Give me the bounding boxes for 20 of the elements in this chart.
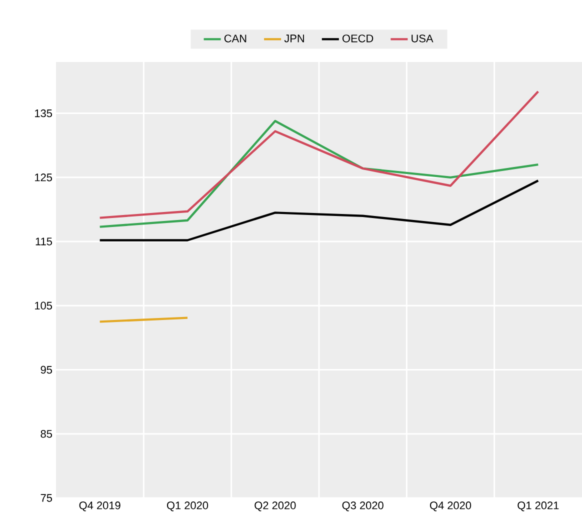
x-tick-label: Q4 2020 [430,502,472,512]
legend-label: JPN [284,34,304,42]
y-tick-label: 115 [36,238,52,246]
line-series [98,180,540,242]
legend-label: USA [412,34,434,42]
line-series [98,90,540,219]
y-tick-label: 95 [40,366,52,374]
x-tick-label: Q2 2020 [254,502,296,512]
y-tick-label: 105 [35,302,52,310]
x-tick-label: Q1 2021 [518,502,559,512]
legend-label: OECD [342,34,374,42]
y-tick-label: 135 [35,109,52,118]
line-series [98,120,540,228]
y-tick-label: 85 [40,430,52,438]
y-tick-label: 75 [40,494,52,502]
legend-label: CAN [224,34,246,42]
x-tick-label: Q1 2020 [166,502,208,512]
x-tick-label: Q3 2020 [342,502,384,512]
y-tick-label: 125 [35,174,52,182]
x-tick-label: Q4 2019 [79,502,120,512]
